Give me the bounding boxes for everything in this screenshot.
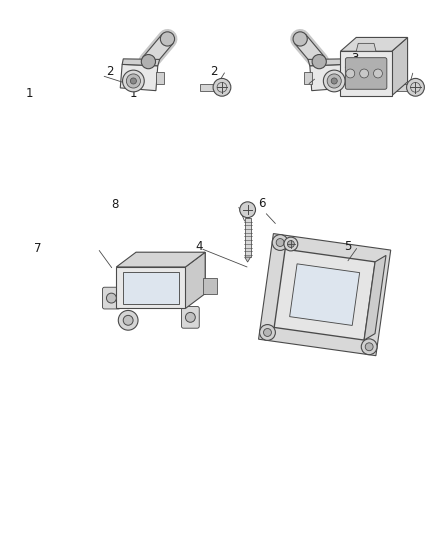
Circle shape	[131, 78, 137, 84]
FancyBboxPatch shape	[346, 58, 387, 89]
Polygon shape	[308, 59, 346, 66]
Circle shape	[346, 69, 355, 78]
Text: 3: 3	[352, 52, 359, 65]
Text: 5: 5	[344, 240, 352, 253]
Circle shape	[118, 310, 138, 330]
Circle shape	[331, 78, 337, 84]
Polygon shape	[356, 43, 376, 51]
Text: 2: 2	[210, 65, 218, 78]
Text: 1: 1	[130, 87, 137, 100]
Circle shape	[365, 343, 373, 351]
Circle shape	[276, 239, 284, 246]
Polygon shape	[120, 64, 158, 91]
Text: 7: 7	[35, 241, 42, 255]
Circle shape	[284, 237, 298, 251]
Polygon shape	[340, 51, 392, 96]
Polygon shape	[156, 72, 164, 84]
FancyBboxPatch shape	[245, 217, 251, 257]
Circle shape	[213, 78, 231, 96]
Circle shape	[323, 70, 345, 92]
Polygon shape	[143, 34, 173, 66]
Polygon shape	[340, 37, 408, 51]
Polygon shape	[117, 267, 185, 309]
Circle shape	[141, 54, 155, 69]
FancyBboxPatch shape	[200, 84, 222, 91]
Circle shape	[374, 69, 382, 78]
Polygon shape	[290, 264, 360, 326]
Circle shape	[240, 202, 255, 217]
Circle shape	[406, 78, 424, 96]
Polygon shape	[122, 59, 160, 66]
Text: 2: 2	[106, 65, 114, 78]
Polygon shape	[392, 37, 408, 96]
Polygon shape	[136, 252, 205, 294]
Polygon shape	[295, 34, 325, 66]
FancyBboxPatch shape	[123, 272, 179, 303]
FancyBboxPatch shape	[181, 306, 199, 328]
Circle shape	[106, 293, 117, 303]
Circle shape	[293, 32, 307, 46]
Circle shape	[361, 339, 377, 354]
Circle shape	[312, 54, 326, 69]
Circle shape	[287, 240, 294, 247]
Polygon shape	[304, 72, 312, 84]
Text: 8: 8	[112, 198, 119, 211]
Circle shape	[327, 74, 341, 88]
Circle shape	[272, 235, 288, 251]
Polygon shape	[310, 64, 347, 91]
Polygon shape	[274, 249, 375, 340]
Circle shape	[360, 69, 369, 78]
Polygon shape	[258, 233, 391, 356]
Text: 6: 6	[258, 197, 266, 210]
FancyBboxPatch shape	[394, 84, 416, 91]
Circle shape	[123, 70, 144, 92]
Text: 4: 4	[196, 240, 203, 253]
Circle shape	[264, 328, 272, 336]
Circle shape	[160, 32, 175, 46]
Circle shape	[185, 312, 195, 322]
Polygon shape	[364, 255, 386, 340]
Polygon shape	[185, 252, 205, 309]
Circle shape	[126, 74, 141, 88]
Polygon shape	[203, 278, 217, 294]
Text: 1: 1	[26, 87, 33, 100]
Circle shape	[260, 325, 276, 341]
Polygon shape	[117, 252, 205, 267]
FancyBboxPatch shape	[102, 287, 120, 309]
Circle shape	[123, 316, 133, 325]
Polygon shape	[245, 257, 251, 262]
